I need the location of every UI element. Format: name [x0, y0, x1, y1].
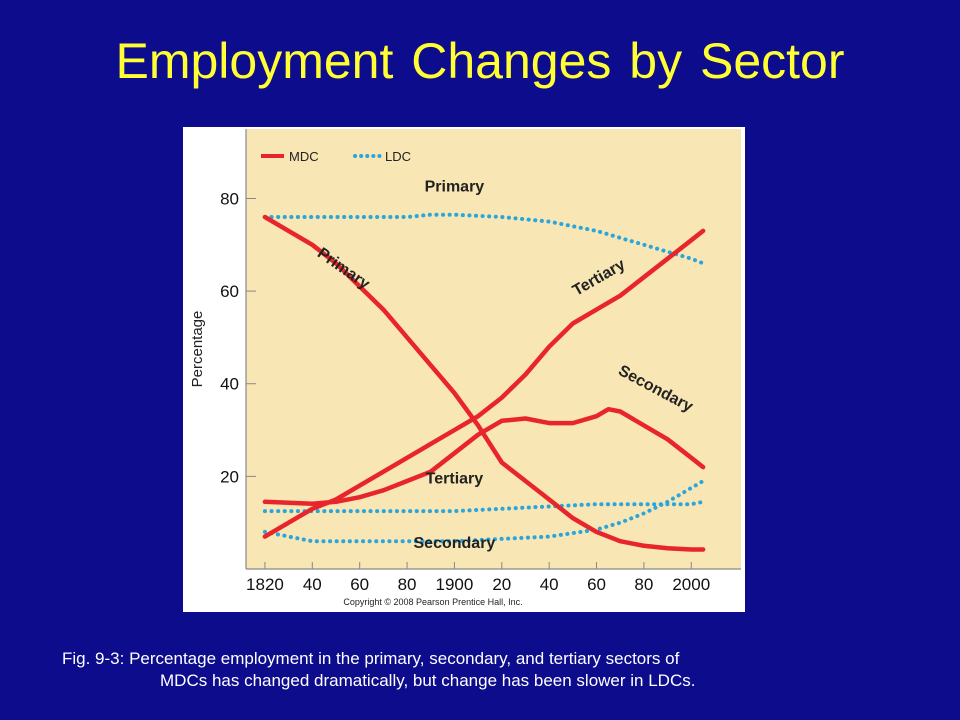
chart-legend: MDC LDC — [261, 149, 411, 164]
x-tick-label: 80 — [398, 575, 417, 594]
y-tick-label: 20 — [220, 467, 239, 486]
y-tick-label: 40 — [220, 375, 239, 394]
x-tick-label: 1820 — [246, 575, 284, 594]
curve-label-primary: Primary — [425, 179, 485, 196]
copyright-text: Copyright © 2008 Pearson Prentice Hall, … — [343, 597, 522, 607]
x-tick-label: 2000 — [672, 575, 710, 594]
y-tick-label: 80 — [220, 189, 239, 208]
x-tick-label: 60 — [587, 575, 606, 594]
legend-mdc-label: MDC — [289, 149, 319, 164]
x-tick-label: 40 — [303, 575, 322, 594]
mdc-secondary-line — [262, 406, 706, 506]
plot-area — [246, 129, 741, 569]
ldc-secondary-line — [262, 479, 706, 544]
mdc-tertiary-line — [262, 228, 706, 539]
y-tick-label: 60 — [220, 282, 239, 301]
x-tick-label: 60 — [350, 575, 369, 594]
ldc-tertiary-line — [262, 499, 706, 514]
x-tick-label: 1900 — [436, 575, 474, 594]
gridlines — [246, 197, 692, 569]
x-tick-label: 40 — [540, 575, 559, 594]
figure-caption: Fig. 9-3: Percentage employment in the p… — [62, 648, 942, 692]
caption-line-1: Fig. 9-3: Percentage employment in the p… — [62, 649, 680, 668]
curve-label-secondary: Secondary — [414, 535, 496, 552]
ldc-primary-line — [262, 212, 706, 266]
y-axis-label: Percentage — [189, 311, 206, 388]
employment-chart: 20 40 60 80 1820 40 60 80 1900 20 40 60 80 2000 Prima… — [189, 129, 741, 607]
chart-figure: 20 40 60 80 1820 40 60 80 1900 20 40 60 80 2000 Prima… — [183, 127, 745, 612]
slide-title: Employment Changes by Sector — [115, 33, 845, 89]
mdc-primary-line — [262, 214, 706, 552]
legend-ldc-label: LDC — [385, 149, 411, 164]
series-lines — [262, 212, 706, 552]
curve-label-tertiary: Tertiary — [426, 470, 484, 487]
x-tick-label: 80 — [634, 575, 653, 594]
x-tick-label: 20 — [492, 575, 511, 594]
caption-line-2: MDCs has changed dramatically, but chang… — [160, 671, 696, 690]
axes: 20 40 60 80 1820 40 60 80 1900 20 40 60 80 2000 — [220, 129, 741, 594]
